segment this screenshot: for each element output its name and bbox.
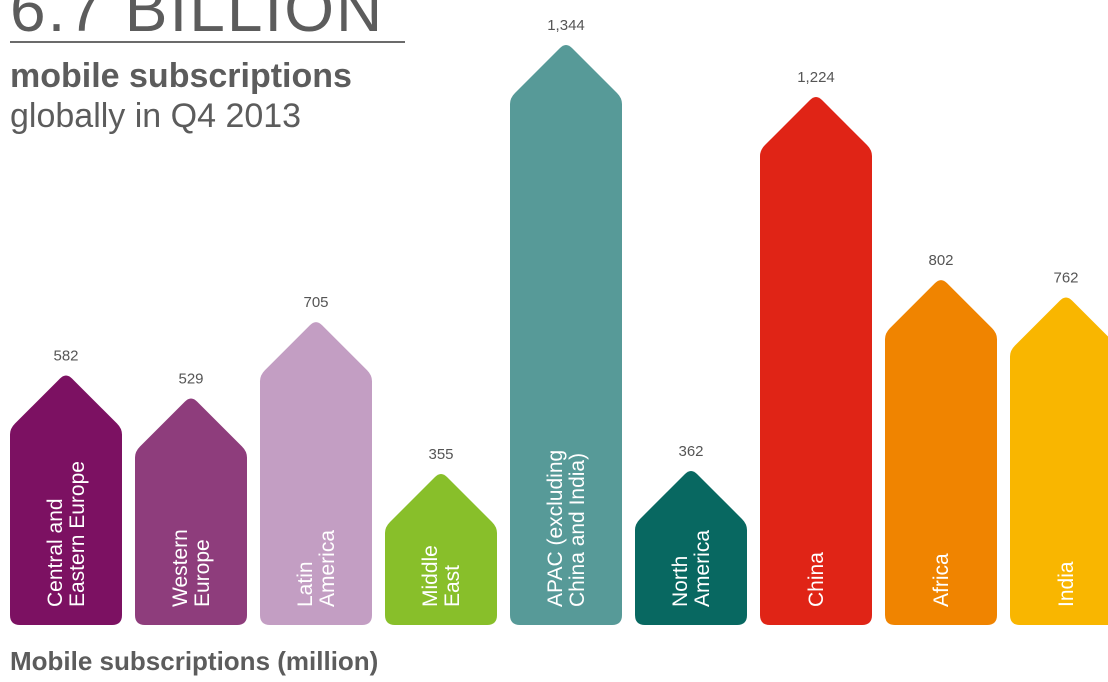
- bar-3-category-line-1: Latin: [294, 561, 317, 607]
- bar-8-category-line-1: Africa: [930, 553, 953, 607]
- bar-7-category-label: China: [805, 552, 828, 607]
- bar-9: [1010, 297, 1108, 625]
- bar-7-value-label: 1,224: [797, 69, 835, 86]
- bar-4-category-line-2: East: [441, 565, 464, 607]
- subtitle-bold: mobile subscriptions: [10, 57, 352, 95]
- bar-7: [760, 97, 872, 625]
- bar-9-value-label: 762: [1053, 269, 1078, 286]
- bar-6-category-line-2: America: [691, 530, 714, 607]
- bar-9-category-label: India: [1055, 561, 1078, 607]
- bar-8: [885, 280, 997, 625]
- bar-8-category-label: Africa: [930, 553, 953, 607]
- bar-1-value-label: 582: [53, 348, 78, 365]
- axis-caption: Mobile subscriptions (million): [10, 646, 379, 676]
- bar-6: [635, 470, 747, 625]
- bar-5-value-label: 1,344: [547, 17, 585, 34]
- bar-6-category-line-1: North: [669, 556, 692, 607]
- bar-4-category-label: Middle East: [419, 545, 464, 607]
- bar-3-category-line-2: America: [316, 530, 339, 607]
- bar-2-category-line-1: Western: [169, 529, 192, 607]
- bar-2-category-label: Western Europe: [169, 529, 214, 607]
- bar-4-value-label: 355: [428, 446, 453, 463]
- bar-1-category-line-2: Eastern Europe: [66, 461, 89, 607]
- bar-4-category-line-1: Middle: [419, 545, 442, 607]
- bar-3-value-label: 705: [303, 294, 328, 311]
- bar-1: [10, 375, 122, 625]
- bar-5: [510, 45, 622, 625]
- headline-rule: [10, 41, 405, 43]
- bar-2: [135, 398, 247, 625]
- headline: 6.7 BILLION: [10, 0, 385, 45]
- bar-5-category-label: APAC (excluding China and India): [544, 450, 589, 607]
- bar-6-category-label: North America: [669, 530, 714, 607]
- bar-3: [260, 322, 372, 625]
- bar-4: [385, 474, 497, 625]
- bar-1-category-line-1: Central and: [44, 498, 67, 607]
- bar-9-category-line-1: India: [1055, 561, 1078, 607]
- bar-5-category-line-1: APAC (excluding: [544, 450, 567, 607]
- subtitle-regular: globally in Q4 2013: [10, 97, 302, 135]
- bar-2-category-line-2: Europe: [191, 539, 214, 607]
- bar-7-category-line-1: China: [805, 552, 828, 607]
- bar-1-category-label: Central and Eastern Europe: [44, 461, 89, 607]
- bar-6-value-label: 362: [678, 443, 703, 460]
- bar-3-category-label: Latin America: [294, 530, 339, 607]
- bar-5-category-line-2: China and India): [566, 453, 589, 607]
- bar-2-value-label: 529: [178, 371, 203, 388]
- bar-8-value-label: 802: [928, 252, 953, 269]
